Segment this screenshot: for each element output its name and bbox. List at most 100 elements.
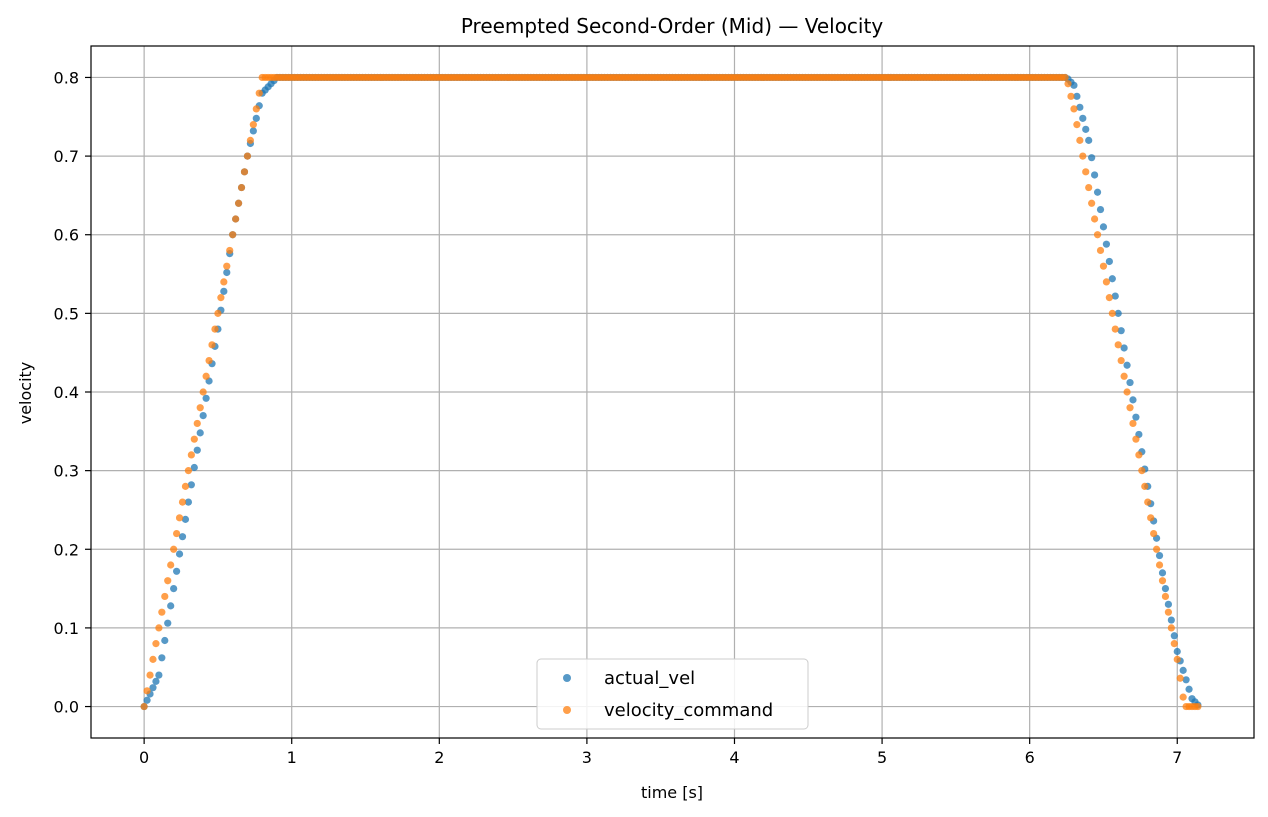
data-point-velocity_command	[1096, 246, 1105, 255]
data-point-actual_vel	[199, 411, 207, 420]
data-point-velocity_command	[155, 624, 163, 632]
data-point-velocity_command	[1158, 577, 1167, 585]
data-point-actual_vel	[1161, 584, 1170, 593]
data-point-actual_vel	[190, 463, 198, 472]
y-tick-label: 0.6	[54, 226, 79, 245]
data-point-actual_vel	[175, 550, 184, 558]
data-point-actual_vel	[1079, 114, 1087, 122]
data-point-actual_vel	[143, 696, 151, 704]
y-tick-label: 0.3	[54, 462, 79, 481]
data-point-actual_vel	[1179, 666, 1187, 674]
data-point-velocity_command	[229, 231, 237, 239]
data-point-velocity_command	[184, 467, 193, 475]
data-point-actual_vel	[1091, 171, 1099, 179]
data-point-actual_vel	[1076, 103, 1084, 111]
data-point-velocity_command	[1173, 655, 1181, 663]
grid	[91, 46, 1254, 738]
data-point-velocity_command	[1061, 73, 1069, 82]
data-point-velocity_command	[205, 356, 213, 365]
data-point-velocity_command	[1144, 498, 1152, 506]
data-point-actual_vel	[155, 671, 163, 679]
legend-box	[536, 658, 809, 730]
data-point-velocity_command	[1079, 152, 1087, 160]
data-point-velocity_command	[1132, 435, 1140, 443]
data-point-velocity_command	[158, 608, 166, 616]
data-point-velocity_command	[255, 89, 263, 97]
data-point-velocity_command	[161, 592, 169, 601]
data-point-velocity_command	[1126, 404, 1134, 412]
data-point-actual_vel	[193, 446, 201, 454]
data-point-actual_vel	[1096, 205, 1105, 214]
x-tick-label: 4	[729, 748, 739, 767]
data-point-actual_vel	[1082, 125, 1090, 133]
data-point-velocity_command	[1161, 592, 1170, 601]
data-point-velocity_command	[193, 419, 201, 428]
data-point-velocity_command	[1176, 674, 1184, 682]
series-velocity_command	[140, 73, 1202, 711]
data-point-velocity_command	[1111, 325, 1119, 333]
data-point-actual_vel	[1108, 275, 1116, 283]
data-point-actual_vel	[220, 287, 228, 295]
x-tick-label: 0	[139, 748, 149, 767]
data-point-velocity_command	[1135, 451, 1143, 459]
data-point-actual_vel	[1073, 92, 1081, 100]
data-point-actual_vel	[1170, 632, 1178, 640]
y-tick-label: 0.5	[54, 304, 79, 323]
data-point-actual_vel	[1129, 396, 1137, 404]
data-point-actual_vel	[1126, 378, 1134, 387]
data-point-velocity_command	[1150, 529, 1158, 538]
data-point-actual_vel	[167, 602, 175, 610]
data-point-actual_vel	[158, 654, 166, 662]
data-point-actual_vel	[1173, 647, 1181, 656]
data-point-velocity_command	[234, 199, 243, 207]
data-point-actual_vel	[1099, 223, 1108, 231]
data-point-velocity_command	[202, 372, 210, 380]
data-point-actual_vel	[181, 515, 190, 523]
data-point-velocity_command	[1167, 624, 1175, 632]
data-point-velocity_command	[190, 435, 198, 443]
legend-label-velocity-command: velocity_command	[604, 700, 773, 721]
ticks: 0 1 2 3 4 5 6 7 0.0 0.1 0.2 0.3 0.4 0.5 0.6 0.7 0.8	[54, 68, 1183, 767]
data-point-velocity_command	[214, 309, 222, 317]
data-point-actual_vel	[1114, 309, 1122, 317]
y-tick-label: 0.7	[54, 147, 79, 166]
data-point-actual_vel	[187, 481, 195, 489]
data-point-velocity_command	[1152, 545, 1161, 553]
data-point-velocity_command	[1141, 482, 1149, 490]
data-point-actual_vel	[1123, 361, 1131, 369]
data-point-actual_vel	[152, 677, 160, 685]
data-point-velocity_command	[208, 341, 216, 349]
data-point-actual_vel	[1132, 413, 1140, 421]
data-point-velocity_command	[1082, 168, 1090, 176]
data-point-actual_vel	[161, 636, 169, 645]
x-axis-title: time [s]	[641, 783, 703, 802]
data-point-actual_vel	[1120, 344, 1128, 352]
data-point-velocity_command	[249, 121, 257, 129]
data-point-actual_vel	[1085, 136, 1093, 144]
data-point-actual_vel	[164, 619, 172, 627]
data-points	[140, 73, 1202, 711]
data-point-velocity_command	[1147, 514, 1155, 522]
data-point-velocity_command	[243, 152, 252, 160]
data-point-actual_vel	[252, 114, 260, 122]
data-point-actual_vel	[1105, 257, 1113, 266]
legend-marker-actual-vel	[563, 674, 571, 682]
data-point-velocity_command	[226, 246, 234, 255]
data-point-actual_vel	[223, 268, 231, 277]
data-point-velocity_command	[1108, 309, 1116, 317]
data-point-velocity_command	[1088, 199, 1096, 207]
data-point-velocity_command	[173, 529, 181, 538]
data-point-velocity_command	[1076, 136, 1084, 144]
data-point-velocity_command	[149, 655, 157, 663]
data-point-velocity_command	[175, 514, 184, 522]
y-tick-label: 0.8	[54, 68, 79, 87]
data-point-actual_vel	[170, 584, 178, 593]
data-point-velocity_command	[1138, 467, 1146, 475]
data-point-actual_vel	[249, 127, 257, 135]
data-point-velocity_command	[1179, 693, 1187, 701]
data-point-velocity_command	[1099, 262, 1108, 270]
data-point-velocity_command	[1102, 278, 1111, 286]
data-point-actual_vel	[1102, 240, 1111, 248]
data-point-velocity_command	[1155, 561, 1164, 569]
x-tick-label: 3	[582, 748, 592, 767]
